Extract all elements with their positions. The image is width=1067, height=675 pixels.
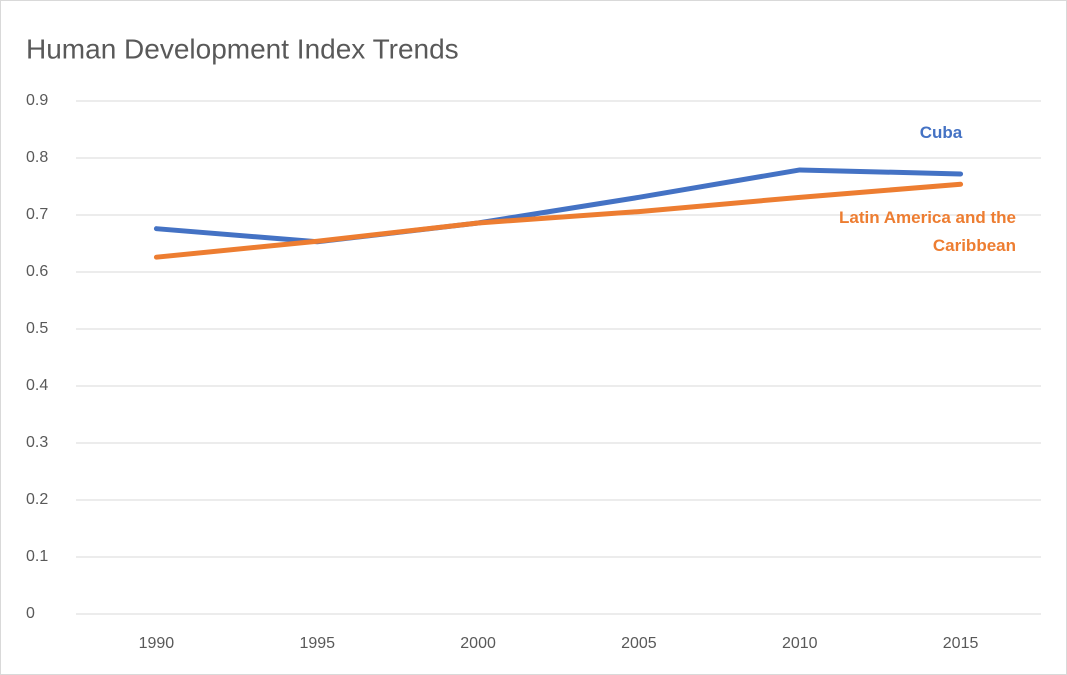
y-tick-label: 0.2 [26,491,48,508]
x-tick-label: 2015 [943,635,979,652]
y-tick-label: 0.7 [26,206,48,223]
series-line [153,167,964,245]
y-tick-label: 0.5 [26,320,48,337]
y-tick-label: 0.3 [26,434,48,451]
x-tick-label: 2010 [782,635,818,652]
y-tick-label: 0.8 [26,149,48,166]
series-line [153,181,964,260]
x-tick-label: 2000 [460,635,496,652]
x-tick-label: 2005 [621,635,657,652]
y-tick-label: 0 [26,605,35,622]
series-label: Cuba [919,123,963,142]
x-tick-label: 1995 [299,635,335,652]
chart-title: Human Development Index Trends [26,33,459,64]
x-tick-label: 1990 [139,635,175,652]
series-label: Latin America and the Caribbean [839,208,1016,255]
y-tick-label: 0.6 [26,263,48,280]
y-tick-label: 0.4 [26,377,48,394]
y-tick-label: 0.9 [26,92,48,109]
y-tick-label: 0.1 [26,548,48,565]
